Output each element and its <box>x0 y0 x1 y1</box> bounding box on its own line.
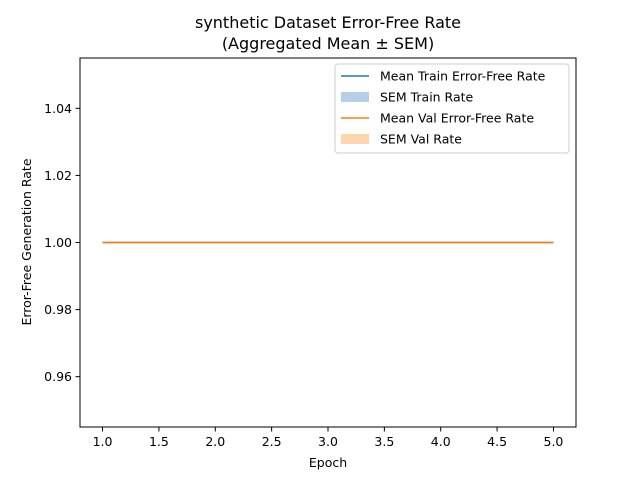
legend-box <box>334 63 570 154</box>
x-axis-ticks: 1.0 1.5 2.0 2.5 3.0 3.5 4.0 4.5 5.0 <box>93 427 564 449</box>
x-tick-label: 2.5 <box>262 434 282 449</box>
x-tick-label: 5.0 <box>544 434 564 449</box>
y-tick-label: 0.98 <box>44 302 72 317</box>
x-axis-label: Epoch <box>309 455 347 470</box>
x-tick-label: 3.0 <box>318 434 338 449</box>
legend-label: SEM Val Rate <box>380 132 462 147</box>
legend-label: Mean Val Error-Free Rate <box>380 111 534 126</box>
x-tick-label: 1.0 <box>93 434 113 449</box>
y-tick-label: 1.04 <box>44 101 72 116</box>
chart-title-line1: synthetic Dataset Error-Free Rate <box>195 13 461 32</box>
legend-label: SEM Train Rate <box>380 90 474 105</box>
legend-swatch-patch <box>341 134 369 144</box>
y-axis-label: Error-Free Generation Rate <box>19 158 34 325</box>
legend-label: Mean Train Error-Free Rate <box>380 69 546 84</box>
y-tick-label: 1.02 <box>44 168 72 183</box>
y-tick-label: 0.96 <box>44 369 72 384</box>
y-tick-label: 1.00 <box>44 235 72 250</box>
legend: Mean Train Error-Free Rate SEM Train Rate… <box>334 63 570 154</box>
chart-title-line2: (Aggregated Mean ± SEM) <box>222 34 434 53</box>
x-tick-label: 4.0 <box>431 434 451 449</box>
x-tick-label: 2.0 <box>205 434 225 449</box>
y-axis-ticks: 0.96 0.98 1.00 1.02 1.04 <box>44 101 80 384</box>
legend-swatch-patch <box>341 92 369 102</box>
x-tick-label: 4.5 <box>487 434 507 449</box>
x-tick-label: 3.5 <box>374 434 394 449</box>
x-tick-label: 1.5 <box>149 434 169 449</box>
